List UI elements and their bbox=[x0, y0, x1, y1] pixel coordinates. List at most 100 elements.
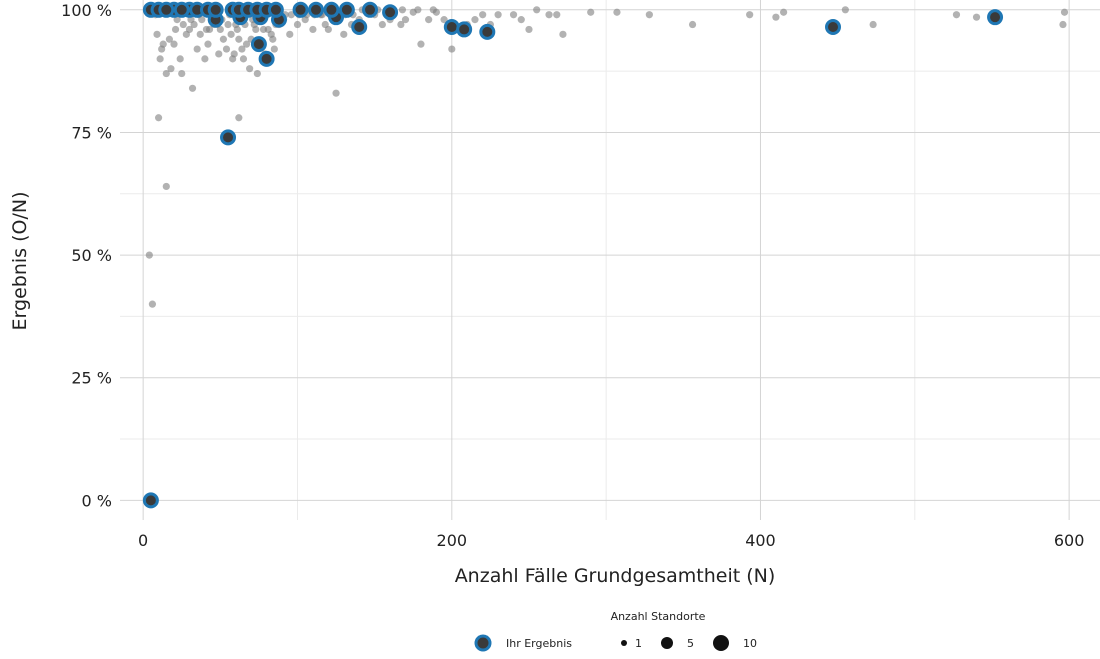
own-result-point bbox=[158, 1, 175, 18]
other-result-point bbox=[440, 16, 448, 24]
other-result-point bbox=[293, 20, 302, 29]
y-tick-label: 75 % bbox=[71, 123, 112, 142]
own-result-point bbox=[456, 21, 473, 38]
own-result-point bbox=[362, 1, 379, 18]
other-result-point bbox=[270, 45, 278, 53]
legend-own-result-label: Ihr Ergebnis bbox=[506, 637, 572, 650]
other-result-point bbox=[397, 20, 405, 29]
other-result-point bbox=[332, 89, 340, 97]
other-result-point bbox=[286, 30, 294, 38]
own-result-point bbox=[250, 36, 267, 53]
legend-size-10-marker bbox=[713, 635, 729, 651]
other-result-point bbox=[533, 6, 541, 14]
other-result-point bbox=[182, 30, 190, 38]
other-result-point bbox=[219, 35, 228, 43]
x-axis-tick-labels: 0 200 400 600 bbox=[138, 531, 1084, 550]
other-result-point bbox=[179, 20, 187, 29]
legend-size-10-label: 10 bbox=[743, 637, 757, 650]
y-axis-title: Ergebnis (O/N) bbox=[9, 192, 31, 331]
other-result-point bbox=[378, 20, 386, 29]
other-result-point bbox=[193, 45, 201, 53]
y-tick-label: 50 % bbox=[71, 246, 112, 265]
own-result-point bbox=[292, 1, 309, 18]
other-result-point bbox=[222, 45, 231, 53]
other-result-point bbox=[253, 69, 261, 78]
other-result-point bbox=[238, 45, 246, 53]
other-result-point bbox=[645, 11, 653, 19]
other-result-point bbox=[269, 35, 277, 43]
other-result-point bbox=[235, 114, 243, 122]
other-result-point bbox=[204, 40, 212, 48]
other-result-point bbox=[952, 11, 961, 19]
own-result-point bbox=[258, 50, 275, 67]
other-result-point bbox=[242, 40, 251, 48]
other-result-point bbox=[1059, 20, 1067, 29]
other-result-point bbox=[233, 25, 241, 34]
other-result-point bbox=[688, 20, 697, 29]
other-result-point bbox=[340, 30, 348, 38]
own-results-points bbox=[142, 1, 1004, 509]
other-result-point bbox=[417, 40, 425, 48]
legend-size-1-marker bbox=[621, 640, 627, 646]
other-result-point bbox=[869, 20, 877, 29]
other-result-point bbox=[239, 55, 248, 63]
other-result-point bbox=[162, 182, 170, 191]
x-axis-title: Anzahl Fälle Grundgesamtheit (N) bbox=[455, 565, 776, 587]
other-result-point bbox=[613, 8, 621, 16]
other-result-point bbox=[230, 50, 238, 58]
other-result-point bbox=[154, 114, 163, 122]
other-result-point bbox=[187, 16, 195, 24]
other-result-point bbox=[1060, 8, 1069, 16]
other-result-point bbox=[224, 20, 232, 29]
other-result-point bbox=[287, 11, 295, 19]
own-result-point bbox=[443, 18, 460, 35]
x-tick-label: 400 bbox=[745, 531, 776, 550]
y-tick-label: 0 % bbox=[82, 491, 112, 510]
other-result-point bbox=[171, 25, 180, 34]
other-result-point bbox=[309, 25, 317, 34]
own-result-point bbox=[825, 18, 842, 35]
other-result-point bbox=[479, 11, 487, 19]
own-result-point bbox=[351, 18, 368, 35]
other-result-point bbox=[159, 40, 167, 48]
other-result-point bbox=[494, 11, 502, 19]
legend-own-result-marker bbox=[474, 634, 492, 652]
other-result-point bbox=[215, 50, 223, 58]
other-result-point bbox=[156, 55, 164, 63]
other-result-point bbox=[772, 13, 780, 21]
other-result-point bbox=[414, 6, 422, 14]
other-result-point bbox=[167, 65, 175, 73]
other-result-point bbox=[425, 16, 433, 24]
other-result-point bbox=[201, 55, 209, 63]
other-result-point bbox=[559, 30, 567, 38]
own-result-point bbox=[308, 1, 324, 18]
other-result-point bbox=[153, 30, 161, 38]
other-result-point bbox=[264, 25, 272, 34]
other-result-point bbox=[321, 20, 329, 29]
other-result-point bbox=[202, 25, 211, 34]
own-result-point bbox=[382, 4, 399, 21]
own-result-point bbox=[338, 1, 355, 18]
other-result-point bbox=[148, 300, 157, 308]
other-result-point bbox=[429, 6, 437, 14]
other-result-point bbox=[972, 13, 981, 21]
other-result-point bbox=[162, 69, 170, 78]
other-result-point bbox=[196, 30, 204, 38]
own-result-point bbox=[987, 9, 1004, 26]
legend-size-5-label: 5 bbox=[687, 637, 694, 650]
y-tick-label: 100 % bbox=[61, 1, 112, 20]
own-result-point bbox=[323, 1, 340, 18]
other-result-point bbox=[746, 11, 754, 19]
other-result-point bbox=[176, 55, 184, 63]
other-result-point bbox=[235, 35, 243, 43]
other-result-point bbox=[587, 8, 595, 16]
own-result-point bbox=[207, 1, 224, 18]
other-result-point bbox=[170, 40, 178, 48]
own-result-point bbox=[142, 492, 159, 509]
other-result-point bbox=[165, 35, 173, 43]
other-result-point bbox=[398, 6, 407, 14]
other-result-point bbox=[145, 251, 153, 259]
legend-title: Anzahl Standorte bbox=[611, 610, 706, 623]
other-result-point bbox=[178, 69, 186, 78]
